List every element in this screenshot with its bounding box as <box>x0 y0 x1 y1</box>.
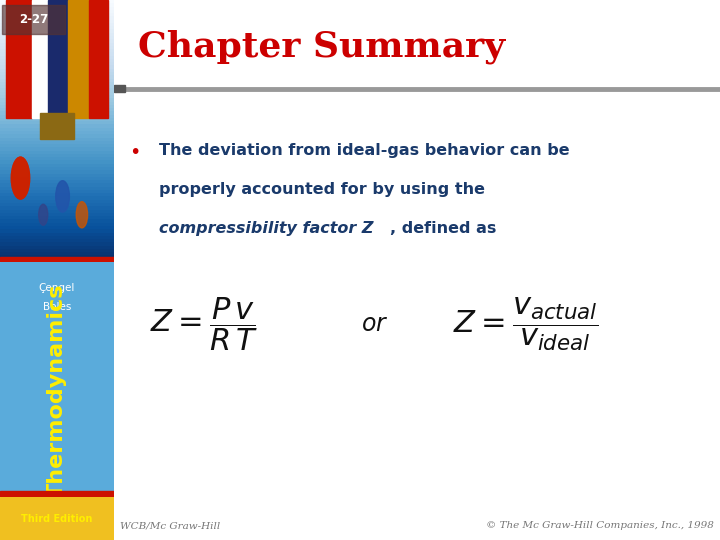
Bar <box>0 491 114 497</box>
Text: Third Edition: Third Edition <box>21 514 93 524</box>
Polygon shape <box>6 0 32 118</box>
Text: WCB/Mc Graw-Hill: WCB/Mc Graw-Hill <box>120 521 220 530</box>
Polygon shape <box>32 0 48 118</box>
Circle shape <box>76 201 88 228</box>
Text: Chapter Summary: Chapter Summary <box>138 30 505 64</box>
Text: , defined as: , defined as <box>390 221 496 236</box>
Bar <box>40 113 74 139</box>
Text: compressibility factor Z: compressibility factor Z <box>159 221 374 236</box>
Circle shape <box>39 204 48 225</box>
Polygon shape <box>68 0 89 118</box>
Text: properly accounted for by using the: properly accounted for by using the <box>159 182 485 197</box>
Text: Boles: Boles <box>42 302 71 312</box>
Polygon shape <box>89 0 108 118</box>
Polygon shape <box>48 0 68 118</box>
Text: The deviation from ideal-gas behavior can be: The deviation from ideal-gas behavior ca… <box>159 143 570 158</box>
Bar <box>0 256 114 267</box>
Circle shape <box>55 181 69 212</box>
Bar <box>2 5 65 34</box>
Circle shape <box>12 157 30 199</box>
Text: Çengel: Çengel <box>39 283 75 293</box>
Circle shape <box>12 157 30 199</box>
Bar <box>114 85 125 92</box>
Text: © The Mc Graw-Hill Companies, Inc., 1998: © The Mc Graw-Hill Companies, Inc., 1998 <box>486 521 714 530</box>
Text: $\mathit{Z} = \dfrac{\mathit{v}_{actual}}{\mathit{v}_{ideal}}$: $\mathit{Z} = \dfrac{\mathit{v}_{actual}… <box>454 295 599 353</box>
Text: •: • <box>129 143 140 162</box>
Text: $\mathit{Z} = \dfrac{\mathit{P}\,\mathit{v}}{\mathit{R}\,\mathit{T}}$: $\mathit{Z} = \dfrac{\mathit{P}\,\mathit… <box>150 295 258 353</box>
Text: Thermodynamics: Thermodynamics <box>47 284 67 498</box>
Text: $\mathit{or}$: $\mathit{or}$ <box>361 312 388 336</box>
Text: 2-27: 2-27 <box>19 13 48 26</box>
